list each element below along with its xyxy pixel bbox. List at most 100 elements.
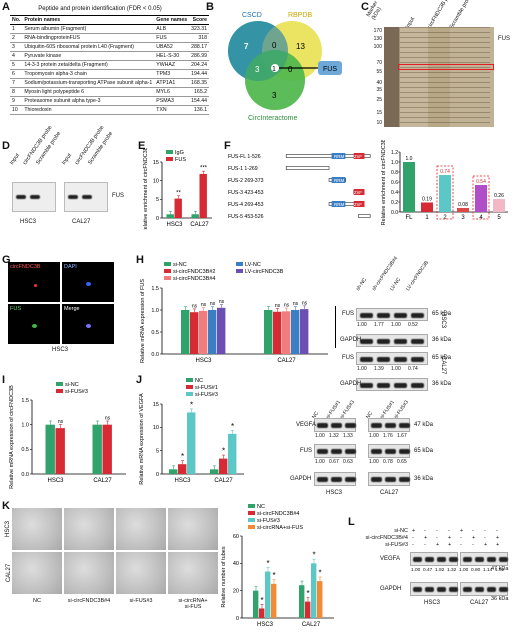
blot-quant: 1.92 bbox=[435, 568, 445, 573]
tube-col-label: si-FUS#3 bbox=[129, 598, 153, 604]
venn-label-circinteractome: CircInteractome bbox=[248, 115, 298, 122]
legend-swatch bbox=[164, 262, 171, 266]
table-cell: 165.2 bbox=[194, 88, 208, 95]
bar bbox=[210, 469, 219, 474]
panel-label-j: J bbox=[136, 374, 143, 386]
blot-quant: 1.00 bbox=[369, 433, 379, 439]
legend-swatch bbox=[236, 269, 243, 273]
bar bbox=[178, 464, 187, 474]
significance-mark: ns bbox=[192, 303, 198, 309]
blot-band bbox=[411, 313, 424, 318]
blot-band bbox=[360, 383, 373, 388]
significance-mark: * bbox=[181, 452, 184, 461]
blot-kda: 36 kDa bbox=[414, 476, 434, 482]
blot-row-label: GAPDH bbox=[340, 337, 362, 343]
tube-col-label: si-circRNA+ si-FUS bbox=[178, 598, 208, 610]
data-label: 1.0 bbox=[406, 156, 413, 162]
treatment-sign: - bbox=[424, 542, 426, 548]
x-tick-label: HSC3 bbox=[47, 478, 64, 484]
blot-band bbox=[425, 557, 434, 562]
bar bbox=[55, 428, 65, 474]
blot-band bbox=[411, 357, 424, 362]
table-cell: Sodium/potassium-transporting ATPase sub… bbox=[24, 79, 153, 86]
table-header: Gene names bbox=[156, 16, 188, 23]
blot-band bbox=[463, 557, 472, 562]
blot-strip-fus-hsc3 bbox=[356, 308, 428, 321]
bar bbox=[92, 424, 102, 474]
blot-quant: 1.77 bbox=[374, 322, 384, 328]
legend-label: si-FUS#1 bbox=[195, 385, 218, 391]
bar bbox=[174, 198, 182, 218]
bar bbox=[191, 214, 199, 218]
treatment-sign: - bbox=[472, 528, 474, 534]
table-cell: 4 bbox=[12, 52, 15, 59]
bar bbox=[45, 424, 55, 474]
construct-bar bbox=[285, 166, 330, 170]
legend-label: FUS bbox=[175, 157, 186, 163]
blot-band bbox=[487, 557, 496, 562]
y-axis-label: Relative mRNA expression of FUS bbox=[140, 279, 146, 363]
bar bbox=[219, 458, 228, 474]
blot-band bbox=[487, 587, 496, 592]
micrograph-fus: FUS bbox=[8, 304, 60, 344]
blot-kda: 47 kDa bbox=[491, 566, 509, 572]
table-row: 10 Thioredoxin TXN 136.1 bbox=[10, 106, 210, 115]
blot-lane-label: LV-NC bbox=[389, 276, 403, 292]
blot-d-hsc3 bbox=[12, 182, 56, 212]
micrograph-label: circFNDC3B bbox=[10, 264, 41, 270]
micrograph-label: DAPI bbox=[64, 264, 77, 270]
table-cell: 7 bbox=[12, 79, 15, 86]
significance-mark: ns bbox=[284, 303, 290, 309]
significance-mark: * bbox=[318, 569, 321, 578]
rrm-label: RRM bbox=[334, 178, 344, 183]
znf-domain bbox=[353, 201, 365, 207]
blot-band bbox=[437, 557, 446, 562]
y-tick-label: 1.2 bbox=[391, 150, 398, 156]
micrograph-merge: Merge bbox=[62, 304, 114, 344]
table-cell: 318 bbox=[198, 34, 208, 41]
blot-kda: 36 kDa bbox=[491, 596, 509, 602]
chart-e: 0 5 10 15 Relative enrichment of circFNDC3B H… bbox=[143, 148, 212, 230]
blot-band bbox=[345, 449, 356, 454]
blot-band bbox=[411, 339, 424, 344]
significance-mark: * bbox=[231, 422, 234, 431]
legend-swatch bbox=[248, 518, 255, 522]
significance-mark: * bbox=[306, 589, 309, 598]
bar bbox=[299, 585, 305, 618]
legend-swatch bbox=[166, 150, 173, 154]
tube-image bbox=[64, 552, 114, 594]
treatment-sign: + bbox=[448, 535, 452, 541]
legend-label: si-circFNDC3B#4 bbox=[257, 511, 299, 517]
rrm-domain bbox=[331, 177, 346, 183]
bar bbox=[457, 208, 469, 212]
legend-label: si-FUS#3 bbox=[195, 392, 218, 398]
legend-swatch bbox=[186, 392, 193, 396]
x-tick-label: FL bbox=[405, 215, 413, 221]
panel-label-a: A bbox=[2, 1, 10, 13]
treatment-sign: + bbox=[496, 542, 500, 548]
tube-image bbox=[168, 508, 218, 550]
micrograph-cell: HSC3 bbox=[52, 347, 69, 353]
venn-count-rbpdb: 13 bbox=[296, 42, 305, 51]
y-tick-label: 0 bbox=[156, 472, 159, 478]
y-tick-label: 10 bbox=[153, 178, 159, 184]
blot-quant: 1.00 bbox=[411, 568, 421, 573]
legend-label: NC bbox=[257, 504, 265, 510]
treatment-sign: - bbox=[424, 528, 426, 534]
significance-mark: ns bbox=[275, 303, 281, 309]
blot-band bbox=[411, 383, 424, 388]
x-tick-label: CAL27 bbox=[190, 222, 209, 228]
znf-label: ZnF bbox=[354, 202, 362, 207]
legend-label: si-circFNDC3B#4 bbox=[173, 276, 215, 282]
chart-h: 0.0 0.5 1.0 1.5 Relative mRNA expression of … bbox=[140, 262, 328, 364]
blot-strip-gapdh-hsc3 bbox=[356, 334, 428, 347]
blot-quant: 1.33 bbox=[343, 433, 353, 439]
significance-mark: ns bbox=[210, 301, 216, 307]
table-cell: 3 bbox=[12, 43, 15, 50]
panel-label-d: D bbox=[2, 140, 10, 152]
table-row: 4 Pyruvate kinase HEL-S-30 286.99 bbox=[10, 52, 210, 61]
treatment-sign: - bbox=[412, 542, 414, 548]
bar bbox=[166, 214, 174, 218]
table-cell: 14-3-3 protein zeta/delta (Fragment) bbox=[24, 61, 108, 68]
x-tick-label: 1 bbox=[425, 215, 429, 221]
